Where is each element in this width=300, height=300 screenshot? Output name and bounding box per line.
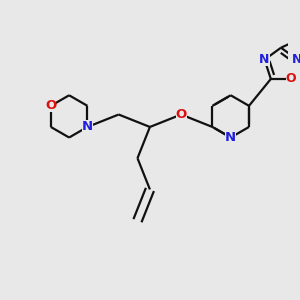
Text: N: N (292, 53, 300, 66)
Text: O: O (45, 99, 56, 112)
Text: O: O (286, 73, 296, 85)
Text: O: O (176, 108, 187, 121)
Text: N: N (225, 131, 236, 144)
Text: N: N (260, 53, 270, 66)
Text: N: N (82, 121, 93, 134)
